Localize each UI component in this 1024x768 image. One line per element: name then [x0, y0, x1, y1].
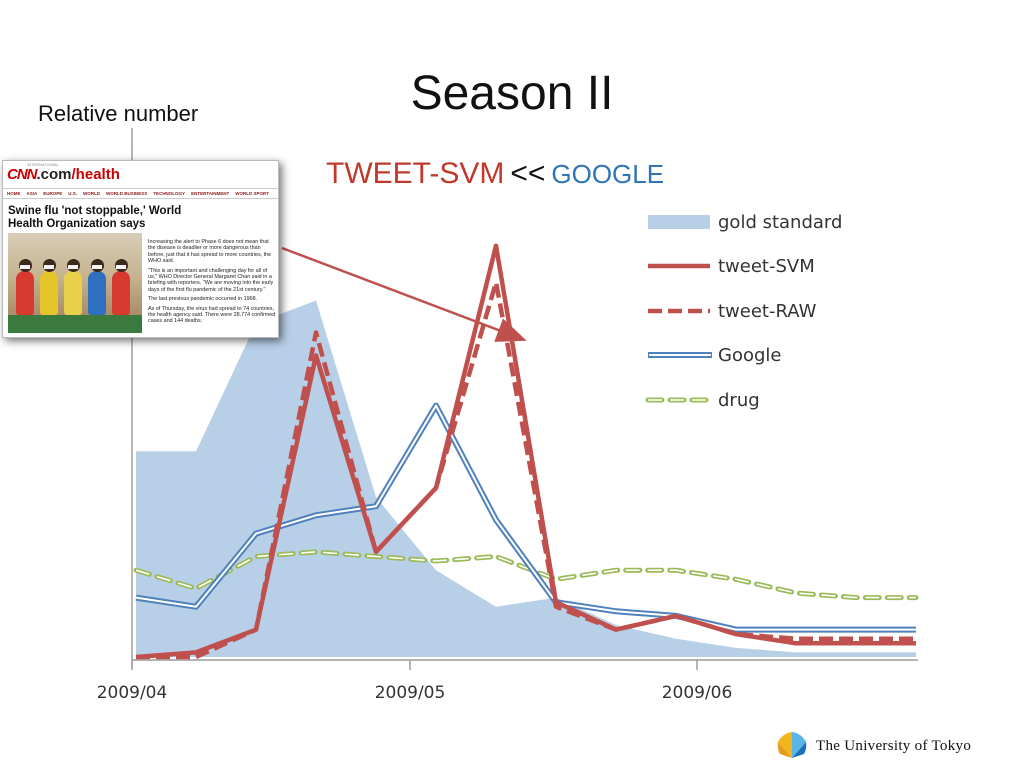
slide-title: Season II — [410, 67, 614, 120]
news-nav-item[interactable]: ENTERTAINMENT — [191, 191, 230, 196]
news-nav-item[interactable]: U.S. — [68, 191, 78, 196]
news-nav-item[interactable]: WORLD — [83, 191, 101, 196]
news-nav-item[interactable]: EUROPE — [43, 191, 63, 196]
legend-drug-label: drug — [718, 390, 760, 411]
cnn-domain: .com — [36, 166, 72, 183]
news-paragraph: As of Thursday, the virus had spread to … — [148, 305, 276, 325]
ginkgo-icon — [777, 732, 807, 758]
child-figure — [112, 259, 130, 315]
child-figure — [40, 259, 58, 315]
tick-layer: 2009/04 2009/05 2009/06 — [97, 660, 733, 703]
news-paragraph: "This is an important and challenging da… — [148, 267, 274, 293]
news-headline: Swine flu 'not stoppable,' World Health … — [8, 205, 182, 230]
news-paragraph: The last previous pandemic occurred in 1… — [148, 296, 258, 303]
callout-arrow — [281, 246, 527, 342]
university-logo: The University of Tokyo — [772, 728, 1012, 764]
series-line-tweet-raw — [136, 280, 916, 660]
legend-gold-standard-swatch — [648, 215, 710, 229]
news-body: Increasing the alert to Phase 6 does not… — [148, 239, 276, 328]
subtitle-google: GOOGLE — [551, 159, 665, 189]
news-nav-item[interactable]: WORLD BUSINESS — [106, 191, 148, 196]
area-layer — [136, 300, 916, 657]
cnn-logo: INTERNATIONAL CNN.com/health — [7, 162, 120, 183]
cnn-section: /health — [71, 166, 120, 183]
news-nav: HOME ASIA EUROPE U.S. WORLD WORLD BUSINESS TEC… — [3, 188, 278, 199]
x-tick-label: 2009/06 — [662, 683, 733, 703]
line-layer — [133, 243, 919, 660]
legend-google-label: Google — [718, 345, 781, 366]
x-tick-label: 2009/04 — [97, 683, 168, 703]
child-figure — [16, 259, 34, 315]
news-nav-item[interactable]: HOME — [7, 191, 21, 196]
subtitle-tweet-svm: TWEET-SVM — [326, 157, 505, 190]
news-photo — [8, 233, 142, 333]
university-name: The University of Tokyo — [816, 738, 972, 754]
series-line-drug-inner — [135, 551, 916, 599]
subtitle-operator: << — [510, 157, 546, 190]
legend-gold-standard-label: gold standard — [718, 212, 842, 233]
series-line-google-inner — [135, 404, 916, 631]
child-figure — [64, 259, 82, 315]
slide-subtitle: TWEET-SVM << GOOGLE — [326, 157, 664, 191]
news-nav-item[interactable]: WORLD SPORT — [235, 191, 269, 196]
child-figure — [88, 259, 106, 315]
cnn-brand: CNN — [7, 166, 37, 183]
legend-tweet-raw-label: tweet-RAW — [718, 301, 817, 322]
news-paragraph: Increasing the alert to Phase 6 does not… — [148, 239, 272, 265]
news-nav-item[interactable]: ASIA — [26, 191, 38, 196]
cnn-logo-small: INTERNATIONAL — [27, 162, 59, 167]
legend: gold standard tweet-SVM tweet-RAW Google dru… — [645, 212, 842, 411]
legend-tweet-svm-label: tweet-SVM — [718, 256, 815, 277]
news-nav-item[interactable]: TECHNOLOGY — [153, 191, 186, 196]
y-axis-label: Relative number — [38, 101, 199, 126]
series-area-gold-standard — [136, 300, 916, 657]
x-tick-label: 2009/05 — [375, 683, 446, 703]
series-line-tweet-svm — [135, 243, 916, 660]
news-clipping: INTERNATIONAL CNN.com/health HOME ASIA EUR… — [2, 160, 279, 338]
